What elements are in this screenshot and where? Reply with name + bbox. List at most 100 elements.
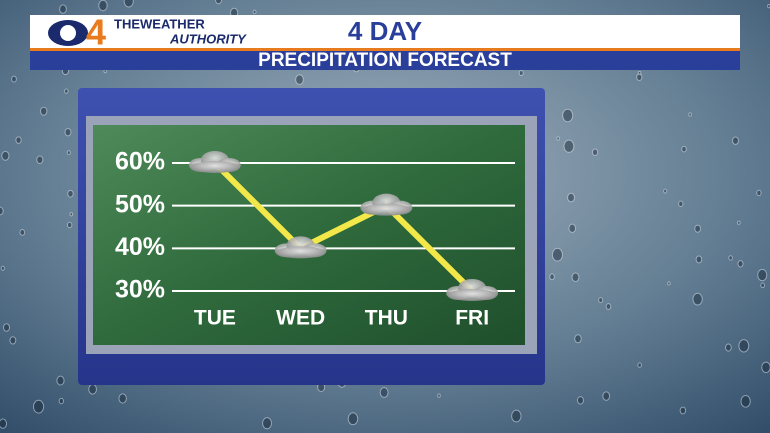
raindrop	[757, 268, 768, 282]
raindrop	[767, 4, 770, 9]
raindrop	[732, 136, 739, 145]
raindrop	[688, 112, 692, 117]
logo-number: 4	[86, 12, 106, 53]
raindrop	[605, 303, 612, 310]
raindrop	[1, 150, 10, 161]
raindrop	[64, 88, 69, 94]
raindrop	[347, 412, 359, 426]
raindrop	[511, 409, 522, 423]
cloud-marker	[360, 193, 413, 216]
raindrop	[295, 74, 304, 85]
raindrop	[667, 281, 671, 286]
raindrop	[571, 272, 580, 283]
raindrop	[591, 148, 599, 157]
raindrop	[0, 418, 8, 429]
raindrop	[0, 206, 4, 216]
raindrop	[567, 192, 575, 203]
raindrop	[98, 0, 108, 12]
raindrop	[123, 0, 134, 8]
raindrop	[437, 393, 441, 398]
raindrop	[40, 106, 48, 116]
cloud-puff	[362, 203, 411, 216]
logo-tagline: THEWEATHER	[114, 16, 205, 31]
raindrop	[56, 375, 65, 386]
subtitle-bar	[30, 50, 740, 70]
raindrop	[740, 395, 751, 408]
raindrop	[728, 255, 733, 261]
x-tick-label: THU	[365, 307, 408, 330]
raindrop	[602, 391, 611, 401]
raindrop	[663, 188, 668, 194]
chart-subtitle: PRECIPITATION FORECAST	[258, 50, 512, 71]
raindrop	[262, 417, 273, 430]
raindrop	[66, 221, 73, 229]
raindrop	[756, 189, 762, 197]
raindrop	[681, 145, 687, 153]
x-tick-label: WED	[276, 307, 325, 330]
chart-title: 4 DAY	[348, 16, 422, 46]
raindrop	[760, 282, 765, 289]
cloud-marker	[446, 279, 499, 301]
title-bar	[30, 15, 740, 50]
raindrop	[67, 189, 74, 198]
raindrop	[679, 406, 687, 415]
raindrop	[379, 387, 389, 398]
raindrop	[549, 273, 555, 281]
raindrop	[58, 397, 64, 405]
raindrop	[737, 260, 744, 268]
raindrop	[0, 265, 5, 271]
y-tick-label: 30%	[115, 276, 165, 304]
raindrop	[695, 255, 703, 264]
raindrop	[738, 339, 750, 353]
raindrop	[36, 155, 44, 165]
raindrop	[66, 150, 71, 156]
y-tick-label: 50%	[115, 190, 165, 218]
logo-tagline: AUTHORITY	[169, 31, 247, 46]
raindrop	[636, 73, 643, 81]
raindrop	[736, 220, 741, 225]
raindrop	[725, 343, 732, 352]
cloud-marker	[188, 151, 241, 173]
raindrop	[64, 128, 72, 137]
raindrop	[59, 4, 67, 14]
raindrop	[103, 69, 107, 74]
raindrop	[88, 383, 97, 395]
raindrop	[9, 336, 17, 345]
raindrop	[2, 323, 11, 332]
cloud-puff	[276, 246, 325, 259]
raindrop	[563, 139, 575, 153]
raindrop	[118, 393, 127, 404]
raindrop	[518, 69, 524, 76]
raindrop	[678, 200, 684, 207]
logo-pupil	[60, 25, 76, 41]
x-tick-label: TUE	[194, 307, 236, 330]
raindrop	[252, 9, 257, 15]
y-tick-label: 40%	[115, 233, 165, 261]
raindrop	[556, 136, 560, 141]
raindrop	[11, 75, 17, 83]
data-line	[212, 160, 475, 294]
cloud-puff	[190, 161, 239, 173]
cloud-marker	[274, 236, 327, 259]
raindrop	[576, 396, 584, 405]
raindrop	[15, 136, 22, 144]
raindrop	[692, 292, 703, 306]
raindrop	[215, 0, 223, 5]
raindrop	[637, 362, 642, 368]
panel	[93, 125, 525, 345]
raindrop	[598, 297, 604, 304]
raindrop	[69, 212, 74, 217]
cloud-puff	[448, 289, 497, 301]
raindrop	[19, 229, 26, 236]
raindrop	[694, 224, 702, 233]
raindrop	[761, 361, 770, 374]
y-tick-label: 60%	[115, 148, 165, 176]
raindrop	[32, 399, 45, 414]
raindrop	[574, 334, 582, 344]
raindrop	[568, 223, 577, 233]
raindrop	[551, 247, 563, 262]
raindrop	[562, 108, 574, 123]
x-tick-label: FRI	[455, 307, 489, 330]
accent-stripe	[30, 48, 740, 51]
